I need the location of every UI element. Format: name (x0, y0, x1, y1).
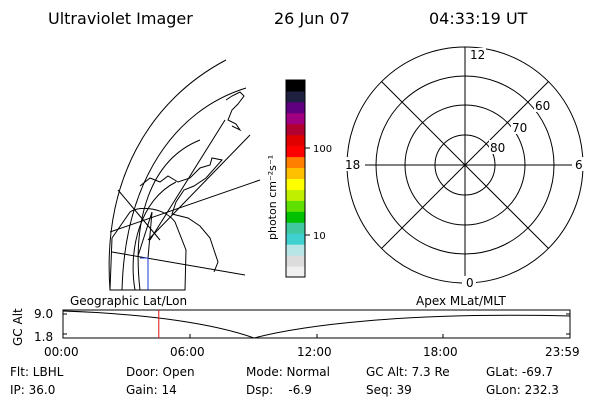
status-mode: Mode: Normal (246, 365, 330, 379)
colorbar-segment (286, 134, 305, 147)
polar-label-bg (345, 48, 586, 289)
map-meridian-4 (147, 134, 251, 241)
colorbar-segment (286, 255, 305, 267)
colorbar-segment (286, 123, 305, 136)
polar-label-70: 70 (512, 121, 527, 135)
status-door: Door: Open (126, 365, 195, 379)
colorbar-segment (286, 200, 305, 212)
timeline-x-tick-0000: 00:00 (44, 345, 79, 359)
status-dsp: Dsp: -6.9 (246, 383, 312, 397)
colorbar (286, 80, 305, 278)
map-meridian-1 (111, 251, 246, 276)
timeline-y-label: GC Alt (11, 308, 25, 346)
map-meridian-3 (149, 119, 226, 241)
colorbar-segment (286, 211, 305, 223)
polar-plot (346, 46, 584, 284)
colorbar-segment (286, 244, 305, 256)
colorbar-segment (286, 222, 305, 234)
polar-label-12: 12 (470, 48, 485, 62)
colorbar-segment (286, 112, 305, 125)
colorbar-tick-100: 100 (313, 144, 332, 155)
map-circle-outer (108, 59, 227, 291)
colorbar-unit-label: photon cm⁻²s⁻¹ (266, 155, 279, 240)
time-label: 04:33:19 UT (429, 9, 528, 28)
polar-diagonal-2 (381, 81, 549, 249)
colorbar-segment (286, 90, 305, 103)
colorbar-segment (286, 178, 305, 190)
timeline-ticks (63, 313, 570, 338)
map-circle-4 (132, 181, 177, 291)
map-coast-small (225, 91, 245, 132)
status-glon: GLon: 232.3 (486, 383, 559, 397)
timeline-x-tick-1800: 18:00 (423, 345, 458, 359)
map-coast-antarctic (139, 157, 223, 273)
timeline-altitude-curve (62, 310, 571, 339)
colorbar-segment (286, 167, 305, 179)
colorbar-segment (286, 145, 305, 158)
status-ip: IP: 36.0 (10, 383, 56, 397)
polar-label-0: 0 (466, 276, 474, 290)
timeline-x-tick-1200: 12:00 (297, 345, 332, 359)
map-circle-3 (137, 139, 201, 291)
colorbar-segment (286, 156, 305, 169)
status-seq: Seq: 39 (366, 383, 412, 397)
instrument-title: Ultraviolet Imager (48, 9, 193, 28)
colorbar-segment (286, 189, 305, 201)
timeline-y-tick-high: 9.0 (34, 307, 53, 321)
status-gc-alt: GC Alt: 7.3 Re (366, 365, 450, 379)
timeline-right-caption: Apex MLat/MLT (416, 294, 506, 308)
colorbar-tick-10: 10 (313, 231, 326, 242)
timeline-left-caption: Geographic Lat/Lon (70, 294, 187, 308)
satellite-track (140, 257, 149, 290)
map-circle-2 (121, 87, 247, 291)
colorbar-ticks (305, 147, 310, 236)
status-gain: Gain: 14 (126, 383, 177, 397)
map-meridian-2 (109, 179, 261, 233)
date-label: 26 Jun 07 (274, 9, 350, 28)
status-filter: Flt: LBHL (10, 365, 64, 379)
colorbar-segment (286, 233, 305, 245)
timeline-frame (62, 309, 571, 339)
colorbar-segment (286, 80, 305, 92)
polar-label-6: 6 (575, 158, 583, 172)
colorbar-segment (286, 266, 305, 278)
timeline-x-tick-0600: 06:00 (170, 345, 205, 359)
geographic-map (108, 59, 261, 291)
map-fov-line-1 (147, 211, 153, 259)
map-fov-line-2 (137, 211, 153, 257)
map-meridian-5 (117, 189, 161, 241)
colorbar-frame (285, 79, 306, 278)
timeline-x-tick-2359: 23:59 (545, 345, 580, 359)
status-glat: GLat: -69.7 (486, 365, 553, 379)
polar-label-60: 60 (535, 99, 550, 113)
polar-label-80: 80 (490, 141, 505, 155)
colorbar-segment (286, 101, 305, 114)
polar-label-18: 18 (345, 158, 360, 172)
timeline-y-tick-low: 1.8 (34, 330, 53, 344)
